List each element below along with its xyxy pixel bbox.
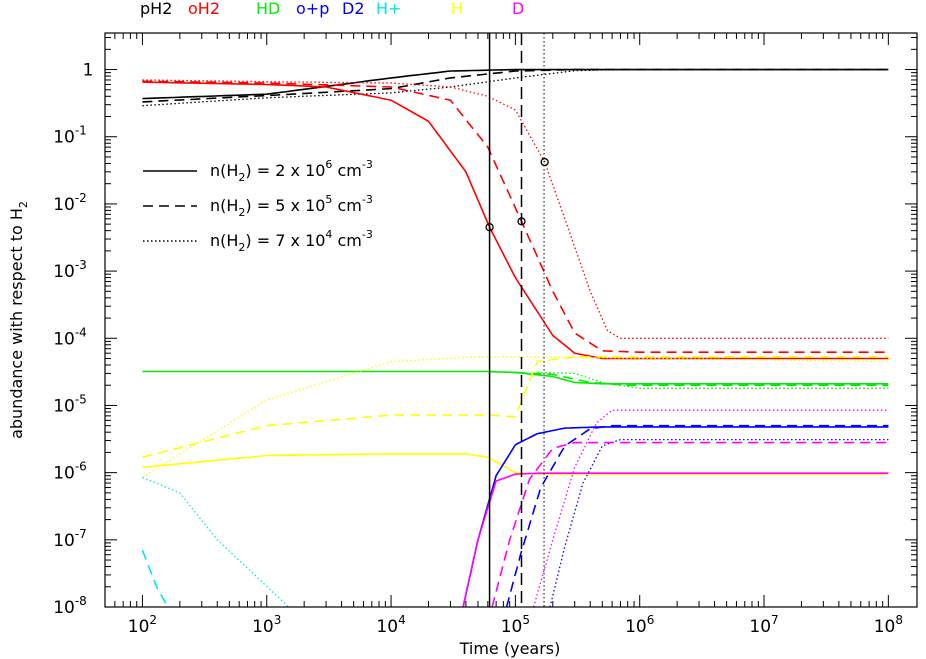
series-h-dotted (142, 356, 889, 478)
series-d-dotted (532, 409, 889, 607)
series-oh2-solid (142, 81, 889, 360)
series-d-solid (462, 472, 889, 607)
x-tick-label: 104 (376, 613, 405, 637)
series-ph2-dotted (142, 68, 889, 107)
series-hplus-dashed (141, 549, 169, 607)
series-oplusp-dotted (549, 438, 889, 607)
x-tick-label: 108 (874, 613, 903, 637)
series-h-dashed (142, 355, 889, 458)
y-tick-label: 10-5 (53, 392, 87, 416)
axes: 102 103 104 105 106 107 108 1 10-1 10-2 10-3 10-4 10… (53, 33, 917, 637)
y-axis-label-main: abundance with respect to H (7, 208, 26, 439)
vertical-lines (488, 33, 545, 607)
legend-d: D (512, 0, 524, 18)
key-label-solid: n(H2) = 2 x 106 cm-3 (210, 158, 373, 184)
marker-solid (485, 223, 494, 232)
series-oh2-dashed (142, 80, 889, 354)
species-legend: pH2 oH2 HD o+p D2 H+ H D (140, 0, 524, 18)
series-hd-solid (142, 370, 889, 385)
y-tick-label: 10-4 (53, 325, 87, 349)
density-key: n(H2) = 2 x 106 cm-3 n(H2) = 5 x 105 cm-3… (143, 158, 373, 254)
markers (485, 157, 549, 232)
series-hd-dotted (537, 371, 889, 389)
plot-frame (104, 32, 918, 608)
legend-oh2: oH2 (188, 0, 220, 18)
series-hd-dashed (515, 371, 889, 387)
y-axis-label-sub: 2 (17, 201, 30, 208)
series-h-solid (142, 453, 889, 475)
marker-dotted (540, 157, 549, 167)
legend-h: H (451, 0, 463, 18)
y-axis-label: abundance with respect to H2 (7, 201, 30, 439)
y-tick-label: 10-6 (53, 460, 87, 484)
marker-dashed (517, 217, 526, 226)
key-label-dashed: n(H2) = 5 x 105 cm-3 (210, 193, 373, 219)
series-hplus-dotted (142, 476, 290, 607)
series-oplusp-solid (462, 426, 889, 607)
legend-oplusp: o+p (296, 0, 329, 18)
key-label-dotted: n(H2) = 7 x 104 cm-3 (210, 228, 373, 254)
x-tick-label: 102 (128, 613, 157, 637)
y-tick-label: 10-2 (53, 191, 87, 215)
y-tick-label: 10-8 (53, 594, 87, 618)
series-ph2-dashed (142, 68, 889, 103)
x-tick-label: 106 (625, 613, 654, 637)
x-tick-label: 103 (252, 613, 281, 637)
x-tick-label: 107 (749, 613, 778, 637)
y-tick-label: 10-3 (53, 258, 87, 282)
series-d-dashed (491, 441, 889, 607)
legend-ph2: pH2 (140, 0, 172, 18)
x-tick-label: 105 (501, 613, 530, 637)
y-tick-label: 10-7 (53, 527, 87, 551)
series-oplusp-dashed (505, 424, 889, 607)
legend-d2: D2 (342, 0, 365, 18)
y-tick-label: 10-1 (53, 124, 87, 148)
x-axis-label: Time (years) (459, 639, 561, 658)
legend-hd: HD (256, 0, 280, 18)
y-tick-label: 1 (83, 61, 94, 81)
series-layer (141, 68, 889, 607)
legend-hplus: H+ (376, 0, 401, 18)
